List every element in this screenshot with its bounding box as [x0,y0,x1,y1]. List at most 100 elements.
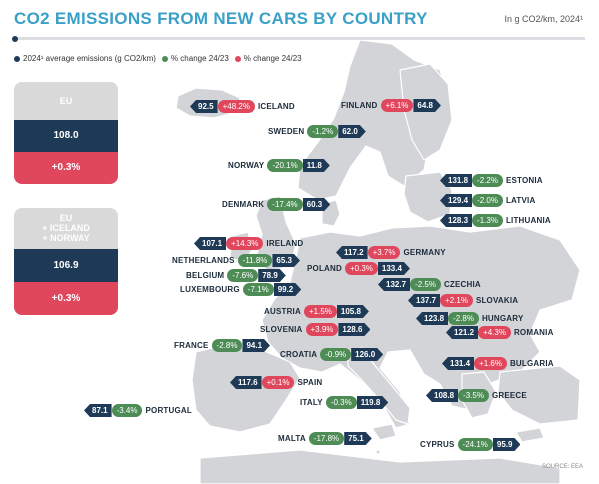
change-badge: +4.3% [478,326,511,339]
change-badge: +0.1% [261,376,295,389]
country-name: LITHUANIA [505,216,551,225]
change-badge: -20.1% [267,159,303,172]
country-label-latvia: 129.4 -2.0% LATVIA [440,194,535,207]
change-badge: +3.7% [367,246,401,259]
country-label-iceland: 92.5 +48.2% ICELAND [190,100,295,113]
country-label-portugal: 87.1 -3.4% PORTUGAL [84,404,192,417]
divider-dot [12,36,18,42]
country-label-norway: NORWAY -20.1% 11.8 [228,159,330,172]
country-name: ITALY [300,398,323,407]
summary-change: +0.3% [14,282,118,315]
country-label-luxembourg: LUXEMBOURG -7.1% 99.2 [180,283,301,296]
country-label-lithuania: 128.3 -1.3% LITHUANIA [440,214,551,227]
emission-value: 132.7 [378,278,411,291]
change-badge: -3.4% [111,404,143,417]
change-badge: +48.2% [217,100,255,113]
country-name: LATVIA [505,196,536,205]
legend: 2024¹ average emissions (g CO2/km) % cha… [14,54,308,63]
country-label-greece: 108.8 -3.5% GREECE [426,389,527,402]
country-label-cyprus: CYPRUS -24.1% 95.9 [420,438,520,451]
country-label-germany: 117.2 +3.7% GERMANY [336,246,446,259]
legend-item-decrease: % change 24/23 [161,54,229,63]
header-divider [14,37,585,40]
country-name: FINLAND [341,101,378,110]
source-note: SOURCE: EEA [541,464,583,470]
country-name: NORWAY [228,161,265,170]
country-name: FRANCE [174,341,209,350]
page-title: CO2 EMISSIONS FROM NEW CARS BY COUNTRY [14,9,428,28]
emission-value: 11.8 [303,159,330,172]
country-label-malta: MALTA -17.8% 75.1 [278,432,372,445]
emission-value: 95.9 [493,438,521,451]
legend-label: % change 24/23 [243,54,302,63]
change-badge: -24.1% [457,438,493,451]
legend-label: % change 24/23 [170,54,229,63]
country-label-slovenia: SLOVENIA +3.9% 128.6 [260,323,370,336]
summary-card-eu: EU 108.0 +0.3% [14,82,118,184]
emission-value: 105.8 [337,305,369,318]
emission-value: 60.3 [303,198,331,211]
country-label-ireland: 107.1 +14.3% IRELAND [194,237,303,250]
change-badge: -17.4% [267,198,303,211]
emission-value: 87.1 [84,404,112,417]
country-name: SLOVENIA [260,325,303,334]
emission-value: 64.8 [413,99,441,112]
country-name: GREECE [491,391,527,400]
emission-value: 123.8 [416,312,449,325]
change-badge: -11.8% [237,254,273,267]
emission-value: 133.4 [378,262,410,275]
country-name: SPAIN [297,378,323,387]
country-name: HUNGARY [481,314,524,323]
country-label-belgium: BELGIUM -7.6% 78.9 [186,269,286,282]
change-badge: -17.8% [308,432,345,445]
country-name: BELGIUM [186,271,225,280]
emission-value: 94.1 [242,339,270,352]
country-label-spain: 117.6 +0.1% SPAIN [230,376,322,389]
change-badge: -7.6% [227,269,259,282]
emission-value: 128.6 [338,323,370,336]
emission-value: 121.2 [446,326,479,339]
country-label-poland: POLAND +0.3% 133.4 [307,262,410,275]
emission-value: 129.4 [440,194,473,207]
change-badge: +6.1% [380,99,414,112]
summary-card-eu-iceland-norway: EU + ICELAND + NORWAY 106.9 +0.3% [14,208,118,315]
unit-label: In g CO2/km, 2024¹ [504,14,583,24]
summary-name: EU + ICELAND + NORWAY [42,213,90,243]
emission-value: 92.5 [190,100,218,113]
change-badge: -1.3% [472,214,503,227]
country-name: CYPRUS [420,440,455,449]
country-label-hungary: 123.8 -2.8% HUNGARY [416,312,524,325]
country-label-finland: FINLAND +6.1% 64.8 [341,99,441,112]
emission-value: 99.2 [274,283,302,296]
country-name: NETHERLANDS [172,256,235,265]
emission-value: 108.8 [426,389,459,402]
country-name: GERMANY [403,248,446,257]
emission-value: 119.8 [357,396,389,409]
change-badge: -2.8% [211,339,243,352]
change-badge: -2.5% [410,278,441,291]
change-badge: +0.3% [344,262,378,275]
legend-item-increase: % change 24/23 [234,54,302,63]
emission-value: 117.2 [336,246,368,259]
change-badge: +2.1% [440,294,473,307]
emission-value: 131.4 [442,357,475,370]
summary-value: 108.0 [14,120,118,152]
country-label-france: FRANCE -2.8% 94.1 [174,339,270,352]
legend-dot-increase [234,55,241,62]
change-badge: -1.2% [307,125,339,138]
change-badge: -2.8% [448,312,479,325]
legend-dot-decrease [161,55,168,62]
emission-value: 75.1 [344,432,372,445]
country-label-czechia: 132.7 -2.5% CZECHIA [378,278,481,291]
change-badge: -7.1% [242,283,274,296]
change-badge: +1.6% [474,357,507,370]
country-label-croatia: CROATIA -0.9% 126.0 [280,348,383,361]
change-badge: -0.3% [325,396,357,409]
country-name: DENMARK [222,200,265,209]
country-name: ICELAND [257,102,295,111]
country-label-bulgaria: 131.4 +1.6% BULGARIA [442,357,554,370]
emission-value: 107.1 [194,237,227,250]
country-name: LUXEMBOURG [180,285,240,294]
emission-value: 117.6 [230,376,262,389]
